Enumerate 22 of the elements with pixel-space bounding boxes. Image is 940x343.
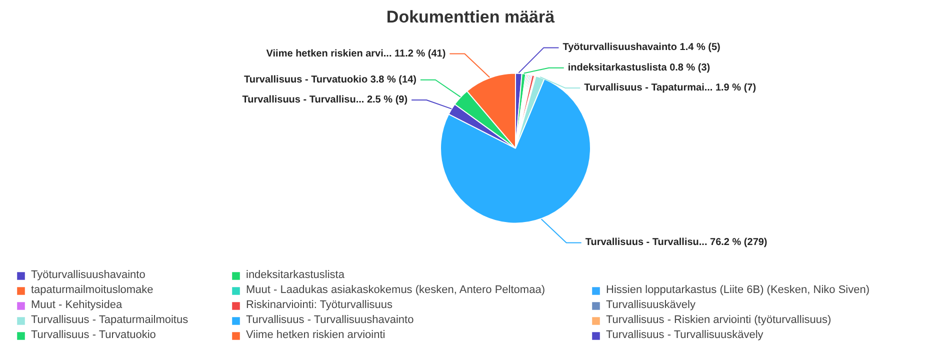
data-label: Turvallisuus - Turvallisu... 2.5 % (9) — [242, 94, 408, 106]
legend-label: Turvallisuuskävely — [606, 299, 696, 311]
legend-label: Turvallisuus - Tapaturmailmoitus — [31, 314, 188, 326]
legend-label: Turvallisuus - Turvallisuushavainto — [246, 314, 414, 326]
chart-title: Dokumenttien määrä — [386, 8, 556, 26]
legend-label: Turvallisuus - Turvallisuuskävely — [606, 329, 764, 341]
data-label: Työturvallisuushavainto 1.4 % (5) — [562, 42, 720, 54]
data-label: Turvallisuus - Tapaturmai... 1.9 % (7) — [584, 82, 756, 94]
legend-label: indeksitarkastuslista — [246, 269, 344, 281]
data-label: Viime hetken riskien arvi... 11.2 % (41) — [266, 48, 446, 60]
legend-label: Turvallisuus - Riskien arviointi (työturvallisuus) — [606, 314, 832, 326]
data-label: indeksitarkastuslista 0.8 % (3) — [568, 62, 710, 74]
legend-label: Turvallisuus - Turvatuokio — [31, 329, 156, 341]
legend-label: Viime hetken riskien arviointi — [246, 329, 386, 341]
data-label: Turvallisuus - Turvallisu... 76.2 % (279) — [585, 237, 768, 248]
data-label: Turvallisuus - Turvatuokio 3.8 % (14) — [244, 74, 416, 86]
legend-label: Muut - Laadukas asiakaskokemus (kesken, Antero Peltomaa) — [246, 284, 545, 296]
legend-label: Hissien lopputarkastus (Liite 6B) (Kesken, Niko Siven) — [606, 284, 870, 296]
legend-label: Riskinarviointi: Työturvallisuus — [246, 299, 393, 311]
legend-label: tapaturmailmoituslomake — [31, 284, 154, 296]
legend-label: Muut - Kehitysidea — [31, 299, 122, 311]
legend-label: Työturvallisuushavainto — [31, 269, 146, 281]
